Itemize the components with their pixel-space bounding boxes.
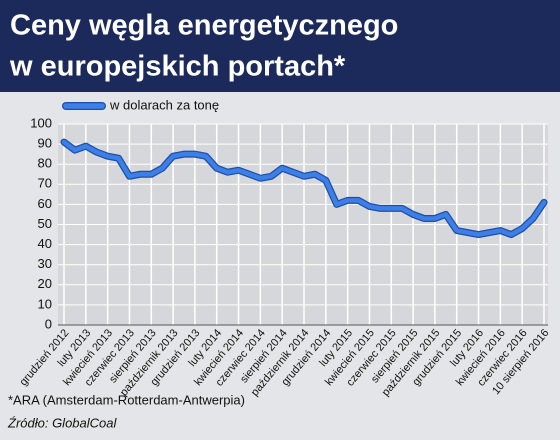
line [61, 139, 547, 237]
y-tick-label: 40 [38, 236, 52, 251]
y-tick-label: 20 [38, 276, 52, 291]
y-tick-label: 10 [38, 296, 52, 311]
chart-title: Ceny węgla energetycznego [10, 10, 398, 42]
source: Źródło: GlobalCoal [7, 415, 117, 430]
y-tick-label: 0 [45, 316, 52, 331]
y-tick-label: 70 [38, 176, 52, 191]
footnote: *ARA (Amsterdam-Rotterdam-Antwerpia) [8, 392, 245, 407]
legend-label: w dolarach za tonę [109, 97, 219, 112]
y-tick-label: 50 [38, 216, 52, 231]
header [0, 0, 560, 92]
y-tick-label: 80 [38, 156, 52, 171]
y-tick-label: 100 [30, 115, 52, 130]
y-tick-label: 60 [38, 196, 52, 211]
chart-title: w europejskich portach* [9, 51, 346, 83]
y-tick-label: 30 [38, 256, 52, 271]
y-tick-label: 90 [38, 136, 52, 151]
